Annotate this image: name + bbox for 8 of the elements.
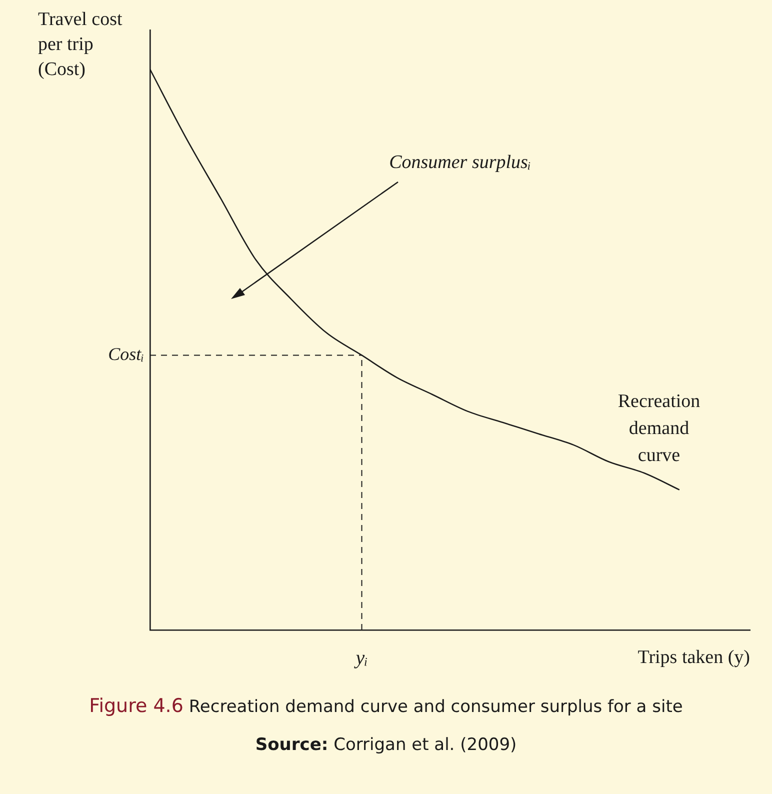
series-label: Recreation demand curve (618, 391, 701, 466)
text: yᵢ (356, 647, 368, 669)
y-axis-title: Travel cost per trip (Cost) (38, 9, 123, 80)
text: Figure 4.6 Recreation demand curve and consumer surplus for a site (88, 695, 684, 717)
source-note: Source: Corrigan et al. (2009) (254, 735, 518, 755)
annotation: Consumer surplusᵢ (389, 152, 531, 173)
x-axis-title: Trips taken (y) (638, 647, 750, 668)
ref-line-label: Costᵢ (108, 344, 144, 364)
